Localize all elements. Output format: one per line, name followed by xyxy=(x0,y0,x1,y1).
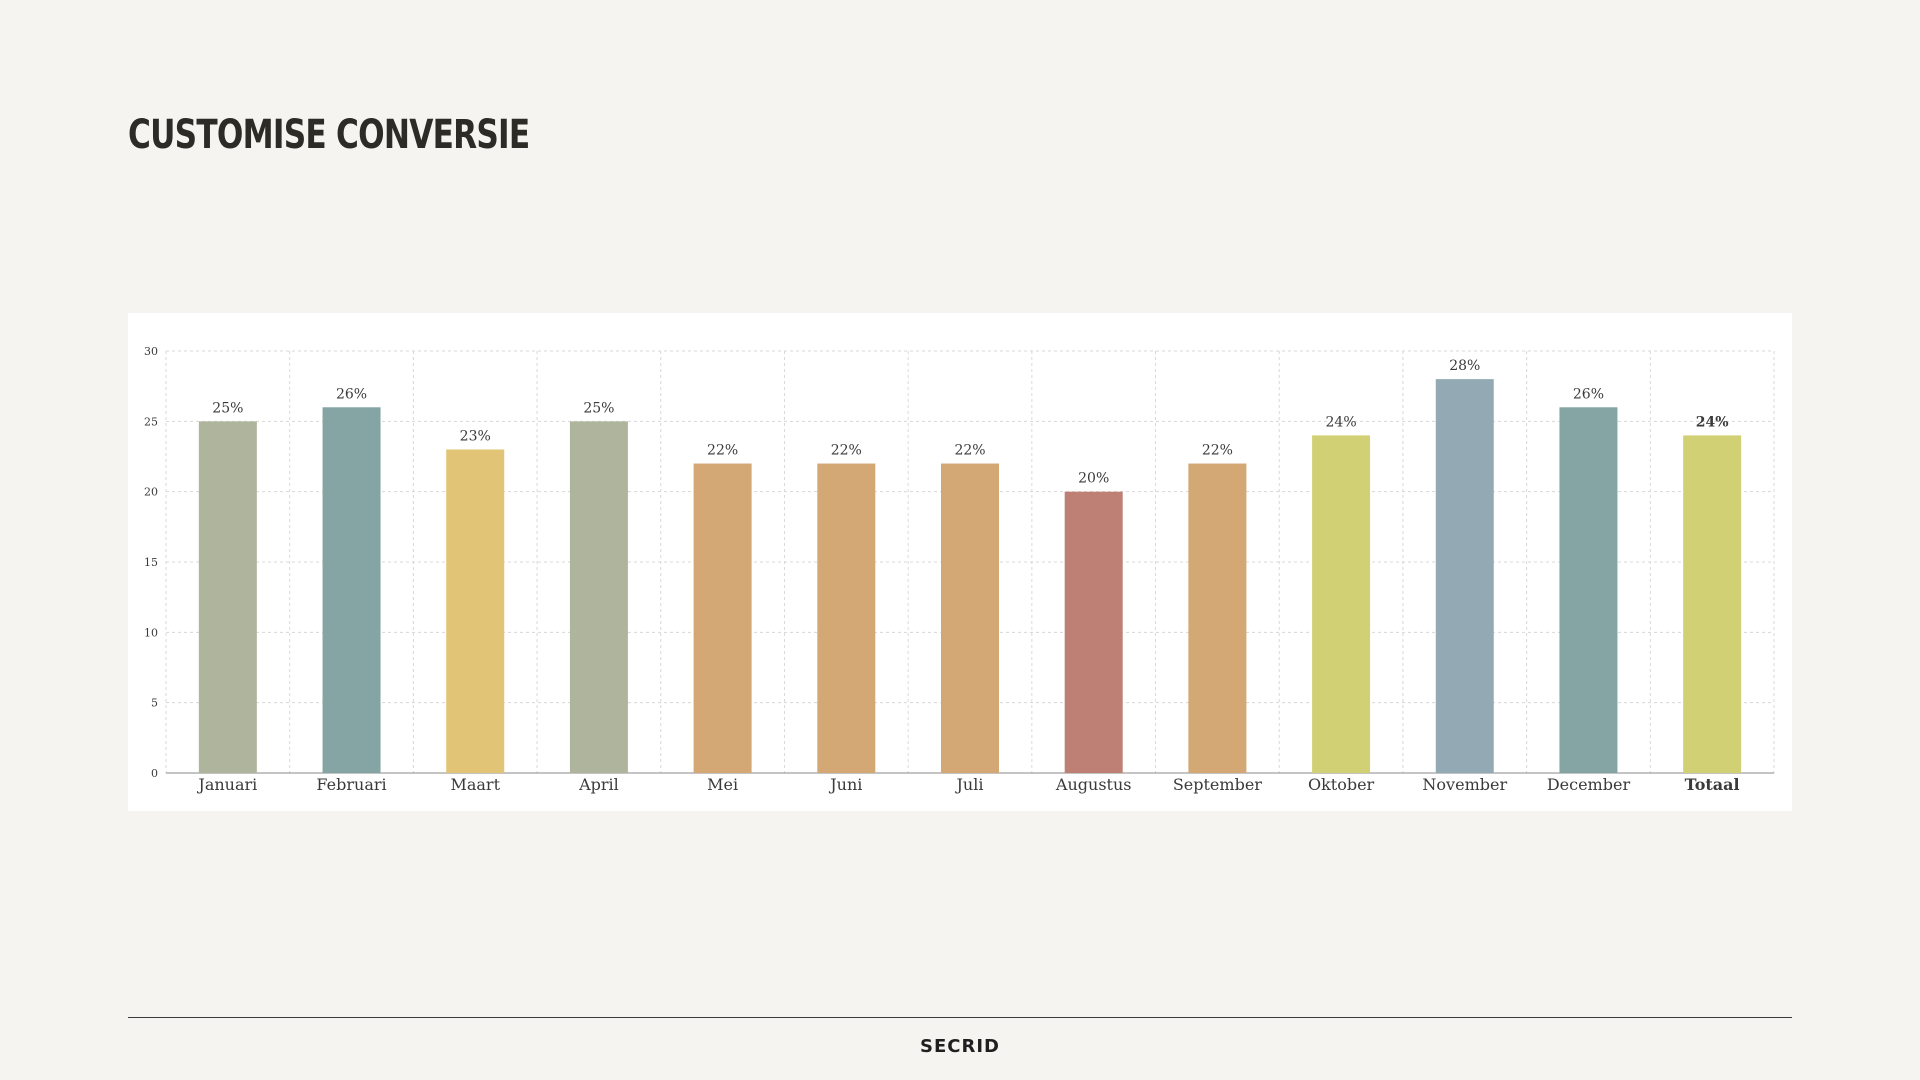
x-tick-label-november: November xyxy=(1422,775,1507,794)
data-label-mei: 22% xyxy=(707,443,738,459)
x-tick-label-april: April xyxy=(578,775,619,794)
x-tick-label-januari: Januari xyxy=(196,775,257,794)
x-tick-label-totaal: Totaal xyxy=(1685,775,1740,794)
x-tick-label-oktober: Oktober xyxy=(1308,775,1375,794)
y-tick-label: 15 xyxy=(144,556,158,569)
data-label-september: 22% xyxy=(1202,443,1233,459)
bars xyxy=(198,379,1742,773)
bar-juni xyxy=(817,463,876,773)
data-label-maart: 23% xyxy=(460,428,491,444)
bar-augustus xyxy=(1064,491,1123,773)
data-label-juli: 22% xyxy=(954,443,985,459)
chart-card: 0 5 10 15 20 25 30 25% Januari 26% Februari 23% Maar… xyxy=(128,313,1792,811)
bar-oktober xyxy=(1312,435,1371,773)
data-label-december: 26% xyxy=(1573,386,1604,402)
x-tick-label-juli: Juli xyxy=(955,775,984,794)
x-tick-label-maart: Maart xyxy=(450,775,500,794)
bar-chart: 0 5 10 15 20 25 30 25% Januari 26% Februari 23% Maar… xyxy=(144,345,1775,794)
bar-mei xyxy=(693,463,752,773)
bar-maart xyxy=(446,449,505,773)
data-label-april: 25% xyxy=(583,400,614,416)
data-label-november: 28% xyxy=(1449,358,1480,374)
labels: 0 5 10 15 20 25 30 25% Januari 26% Februari 23% Maar… xyxy=(144,345,1740,794)
x-tick-label-mei: Mei xyxy=(707,775,738,794)
data-label-februari: 26% xyxy=(336,386,367,402)
x-tick-label-augustus: Augustus xyxy=(1055,775,1132,794)
footer-divider xyxy=(128,1017,1792,1018)
x-tick-label-december: December xyxy=(1547,775,1631,794)
bar-september xyxy=(1188,463,1247,773)
bar-totaal xyxy=(1683,435,1742,773)
y-tick-label: 20 xyxy=(144,486,158,499)
y-tick-label: 10 xyxy=(144,626,158,639)
data-label-oktober: 24% xyxy=(1326,414,1357,430)
y-tick-label: 0 xyxy=(151,767,158,780)
x-tick-label-februari: Februari xyxy=(316,775,386,794)
y-tick-label: 30 xyxy=(144,345,158,358)
bar-januari xyxy=(198,421,257,773)
bar-december xyxy=(1559,407,1618,773)
bar-februari xyxy=(322,407,381,773)
data-label-januari: 25% xyxy=(212,400,243,416)
y-tick-label: 25 xyxy=(144,415,158,428)
x-tick-label-september: September xyxy=(1173,775,1262,794)
data-label-juni: 22% xyxy=(831,443,862,459)
x-tick-label-juni: Juni xyxy=(828,775,862,794)
page-title: CUSTOMISE CONVERSIE xyxy=(128,112,530,158)
bar-juli xyxy=(941,463,999,773)
y-tick-label: 5 xyxy=(151,697,158,710)
bar-april xyxy=(569,421,628,773)
bar-november xyxy=(1435,379,1494,773)
data-label-totaal: 24% xyxy=(1696,414,1729,430)
data-label-augustus: 20% xyxy=(1078,471,1109,487)
brand-logo: SECRID xyxy=(920,1036,1000,1057)
